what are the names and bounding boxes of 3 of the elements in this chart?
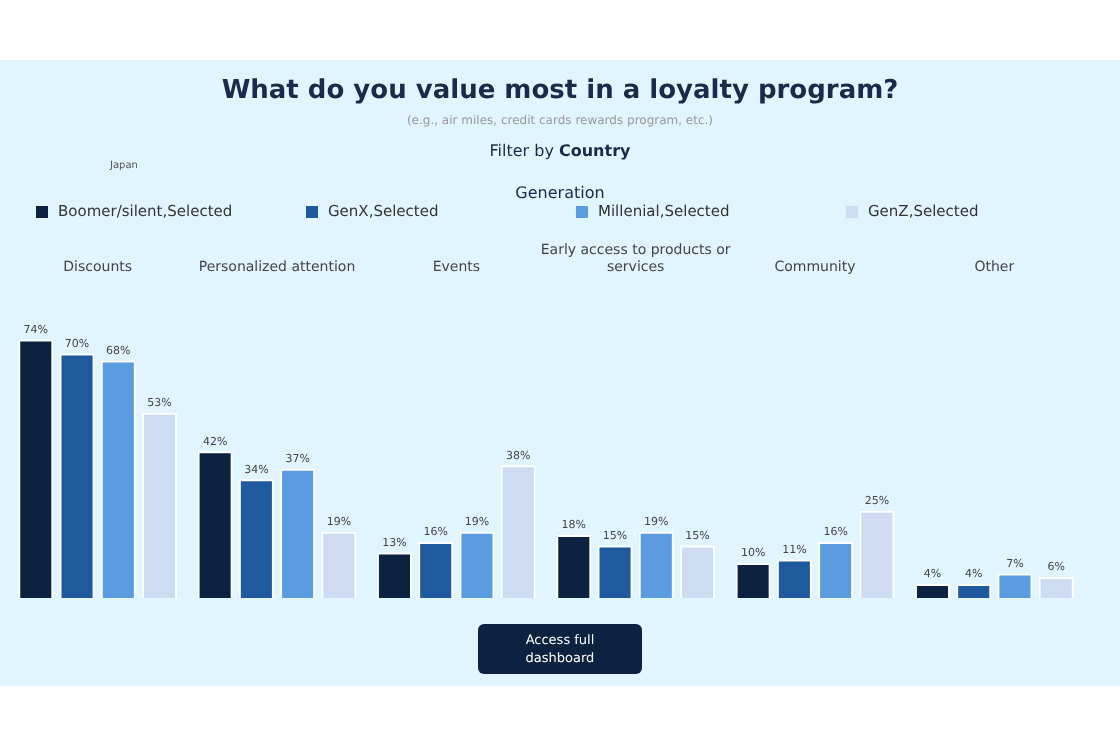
legend-title: Generation [513, 184, 607, 202]
text: Filter by Country [487, 142, 633, 160]
chart-title: What do you value most in a loyalty program? [219, 76, 901, 106]
